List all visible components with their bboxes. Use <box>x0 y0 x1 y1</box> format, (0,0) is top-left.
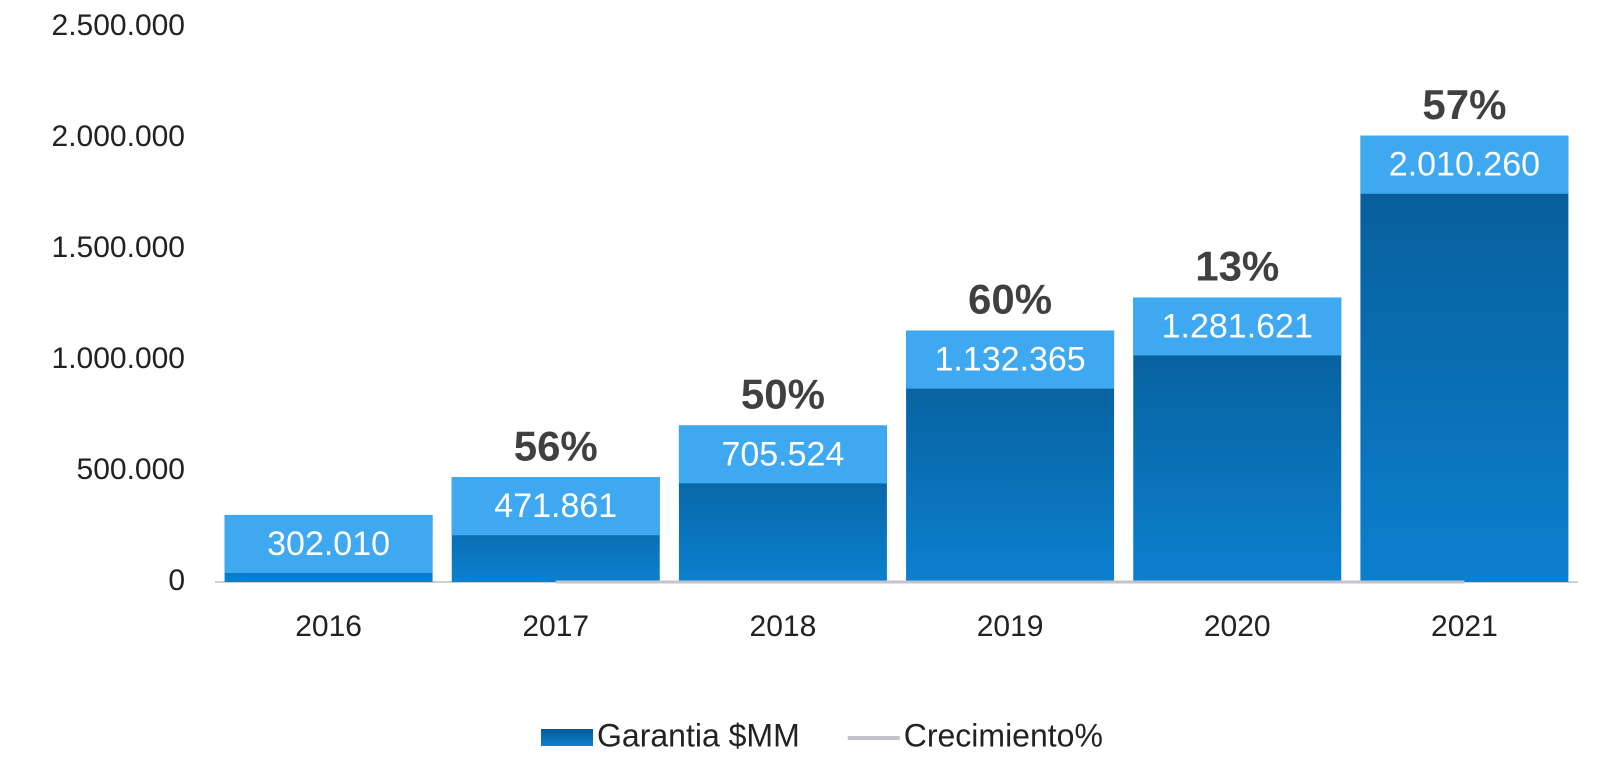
data-label: 1.281.621 <box>1162 307 1313 345</box>
legend-swatch <box>541 729 593 746</box>
data-label: 1.132.365 <box>934 341 1085 379</box>
data-label-box <box>451 477 660 536</box>
data-label-box <box>906 330 1115 389</box>
x-tick-label: 2020 <box>1204 610 1271 643</box>
growth-label: 13% <box>1195 243 1279 290</box>
growth-label: 60% <box>968 276 1052 323</box>
y-tick-label: 2.500.000 <box>52 9 185 42</box>
y-tick-label: 0 <box>168 564 185 597</box>
growth-label: 56% <box>514 422 598 469</box>
x-tick-label: 2019 <box>977 610 1044 643</box>
y-tick-label: 1.500.000 <box>52 231 185 264</box>
y-tick-label: 500.000 <box>77 453 185 486</box>
bar <box>1360 135 1569 582</box>
growth-label: 50% <box>741 370 825 417</box>
legend-label: Garantia $MM <box>597 717 800 753</box>
data-label: 705.524 <box>721 435 844 473</box>
data-label: 2.010.260 <box>1389 146 1540 184</box>
data-label-box <box>1133 297 1342 356</box>
data-label-box <box>1360 135 1569 194</box>
data-label: 471.861 <box>494 487 617 525</box>
data-label-box <box>678 425 887 484</box>
x-tick-label: 2017 <box>522 610 589 643</box>
growth-label: 57% <box>1422 81 1506 128</box>
data-label-box <box>224 514 433 573</box>
x-tick-label: 2016 <box>295 610 362 643</box>
x-tick-label: 2021 <box>1431 610 1498 643</box>
y-tick-label: 2.000.000 <box>52 120 185 153</box>
x-tick-label: 2018 <box>750 610 817 643</box>
legend-label: Crecimiento% <box>904 717 1103 753</box>
data-label: 302.010 <box>267 525 390 563</box>
y-tick-label: 1.000.000 <box>52 342 185 375</box>
